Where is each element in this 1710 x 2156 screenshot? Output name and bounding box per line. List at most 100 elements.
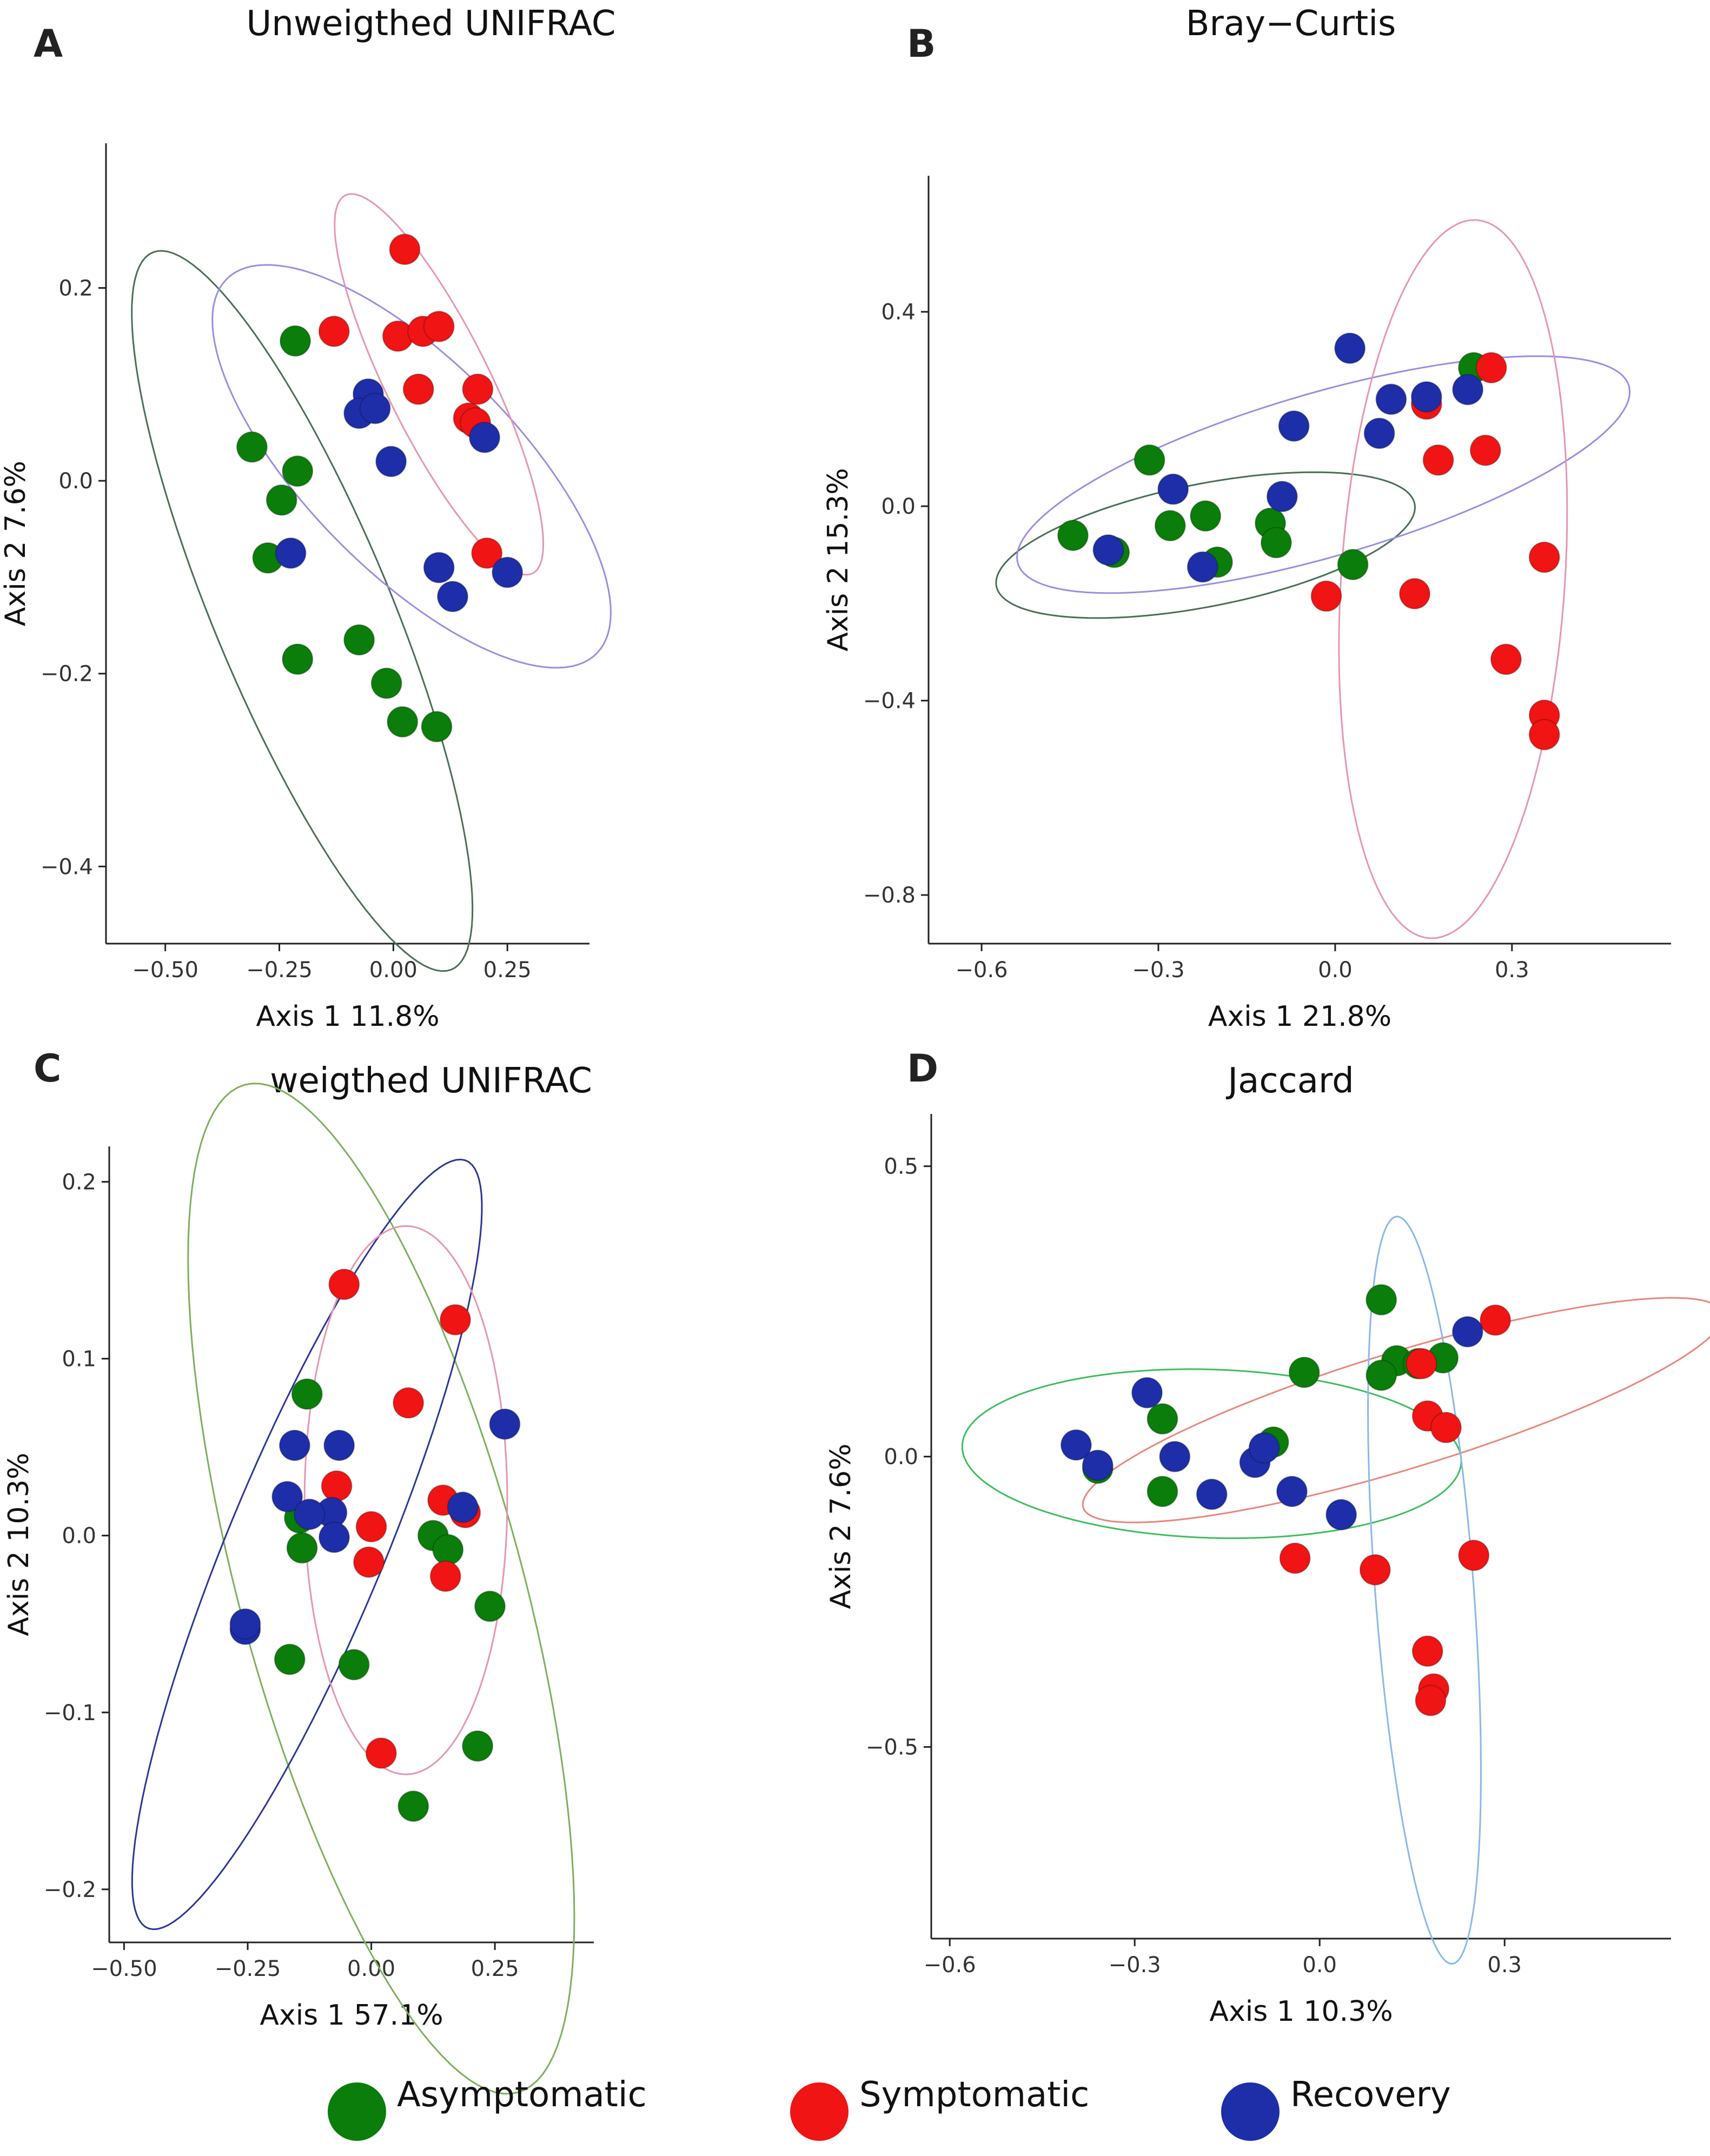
data-point-symptomatic: [1411, 1635, 1443, 1667]
data-point-asymptomatic: [1146, 1403, 1178, 1435]
data-point-asymptomatic: [1288, 1356, 1320, 1388]
y-tick-label: 0.0: [881, 494, 916, 519]
panel-letter: B: [907, 22, 936, 66]
data-point-asymptomatic: [432, 1534, 464, 1565]
data-point-asymptomatic: [343, 624, 375, 656]
confidence-ellipse: [131, 1158, 483, 1931]
data-point-recovery: [271, 1481, 303, 1512]
panel-title: Jaccard: [1225, 1061, 1354, 1101]
panel-b: B Bray−Curtis −0.6 −0.3 0.0 0.3 −0.8 −0.4 0.0 0.4…: [822, 4, 1671, 1033]
x-tick-label: −0.50: [91, 1956, 157, 1981]
legend-label-symptomatic: Symptomatic: [859, 2075, 1089, 2115]
data-point-symptomatic: [1415, 1684, 1447, 1716]
data-point-recovery: [423, 552, 455, 583]
confidence-ellipse: [1338, 219, 1568, 939]
data-point-recovery: [1082, 1449, 1114, 1481]
data-point-recovery: [1451, 1316, 1483, 1348]
x-tick-label: −0.3: [1132, 958, 1184, 983]
data-point-recovery: [294, 1498, 326, 1530]
y-tick-label: −0.4: [41, 854, 93, 879]
legend-label-asymptomatic: Asymptomatic: [397, 2075, 647, 2115]
data-point-asymptomatic: [397, 1790, 429, 1822]
x-tick-label: 0.3: [1495, 958, 1529, 983]
data-point-asymptomatic: [274, 1643, 306, 1675]
y-tick-label: −0.1: [44, 1701, 96, 1726]
y-tick-label: 0.1: [62, 1347, 96, 1372]
data-point-symptomatic: [471, 537, 503, 569]
data-point-symptomatic: [423, 310, 455, 342]
data-point-recovery: [275, 537, 307, 569]
data-point-recovery: [1092, 534, 1124, 566]
data-point-asymptomatic: [282, 455, 314, 487]
y-tick-label: −0.2: [41, 662, 93, 687]
data-point-recovery: [447, 1491, 479, 1523]
x-tick-label: −0.3: [1109, 1953, 1161, 1978]
data-point-asymptomatic: [1154, 510, 1186, 542]
data-point-symptomatic: [1475, 352, 1507, 383]
x-tick-label: 0.0: [1302, 1953, 1337, 1978]
y-tick-label: −0.5: [866, 1735, 918, 1760]
data-point-asymptomatic: [1146, 1476, 1178, 1508]
data-point-recovery: [375, 446, 407, 477]
data-point-recovery: [492, 556, 523, 588]
panel-title: Bray−Curtis: [1186, 4, 1396, 44]
x-axis-title: Axis 1 11.8%: [256, 1000, 439, 1033]
data-point-symptomatic: [1469, 434, 1501, 466]
legend-label-recovery: Recovery: [1290, 2075, 1451, 2115]
data-point-symptomatic: [318, 315, 350, 347]
data-point-recovery: [1325, 1499, 1357, 1531]
y-tick-label: 0.2: [58, 276, 93, 301]
y-axis-title: Axis 2 7.6%: [0, 461, 32, 626]
y-tick-label: −0.8: [863, 883, 916, 908]
x-tick-label: 0.0: [1318, 958, 1353, 983]
data-point-asymptomatic: [1057, 520, 1089, 552]
data-point-recovery: [1157, 473, 1189, 505]
data-point-asymptomatic: [370, 667, 402, 699]
x-tick-label: −0.6: [924, 1953, 976, 1978]
data-point-asymptomatic: [236, 431, 268, 463]
y-axis-title: Axis 2 7.6%: [825, 1443, 857, 1609]
panel-title: Unweigthed UNIFRAC: [246, 4, 615, 44]
x-tick-label: −0.50: [132, 958, 198, 983]
confidence-ellipse: [995, 471, 1416, 619]
data-point-symptomatic: [440, 1304, 471, 1336]
data-point-symptomatic: [1422, 444, 1454, 476]
confidence-ellipse: [187, 1083, 575, 2095]
y-tick-label: 0.0: [884, 1445, 918, 1470]
data-point-symptomatic: [1490, 644, 1522, 675]
data-point-symptomatic: [1480, 1304, 1512, 1336]
data-point-symptomatic: [389, 234, 421, 266]
y-tick-label: 0.2: [62, 1170, 96, 1195]
y-tick-label: 0.4: [881, 300, 916, 325]
data-point-recovery: [229, 1608, 261, 1640]
x-tick-label: 0.00: [369, 958, 417, 983]
confidence-ellipse: [961, 1368, 1462, 1540]
data-point-symptomatic: [1528, 719, 1560, 751]
data-point-recovery: [1410, 381, 1442, 413]
data-point-recovery: [1248, 1432, 1280, 1464]
y-axis-title: Axis 2 15.3%: [822, 468, 854, 651]
confidence-ellipse: [211, 264, 612, 669]
y-tick-label: 0.0: [62, 1524, 96, 1549]
data-point-asymptomatic: [1337, 548, 1369, 580]
panel-d: D Jaccard −0.6 −0.3 0.0 0.3 −0.5 0.0 0.5 Axis 1 1…: [825, 1046, 1710, 2028]
y-tick-label: −0.2: [44, 1878, 96, 1902]
panel-letter: C: [34, 1046, 61, 1091]
data-point-asymptomatic: [286, 1532, 318, 1564]
panels: A Unweigthed UNIFRAC −0.50 −0.25 0.00 0.25 −0.…: [0, 4, 1710, 2095]
confidence-ellipse: [131, 250, 474, 972]
data-point-recovery: [1276, 1476, 1308, 1508]
data-point-recovery: [279, 1429, 310, 1461]
x-axis-title: Axis 1 57.1%: [260, 1999, 443, 2032]
y-tick-label: 0.0: [58, 469, 93, 494]
panel-a: A Unweigthed UNIFRAC −0.50 −0.25 0.00 0.25 −0.…: [0, 4, 616, 1033]
legend: Asymptomatic Symptomatic Recovery: [328, 2075, 1451, 2141]
data-point-recovery: [323, 1429, 355, 1461]
data-point-recovery: [1363, 417, 1395, 449]
data-point-asymptomatic: [1366, 1359, 1397, 1391]
data-point-recovery: [1278, 410, 1310, 442]
data-point-symptomatic: [1528, 541, 1560, 573]
data-point-symptomatic: [328, 1269, 360, 1301]
